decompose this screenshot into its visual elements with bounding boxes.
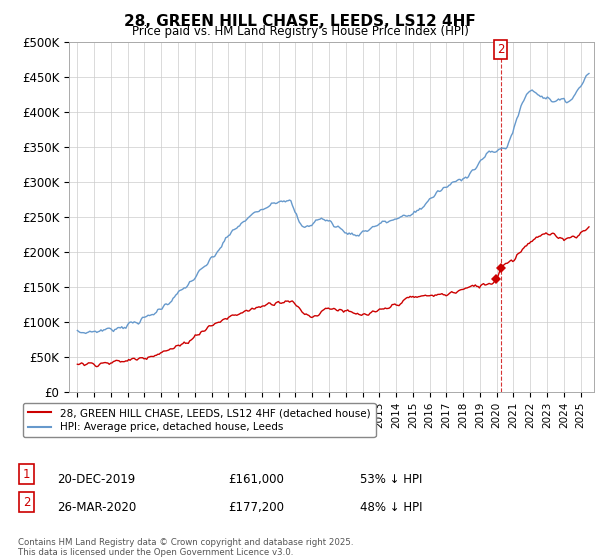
Text: 28, GREEN HILL CHASE, LEEDS, LS12 4HF: 28, GREEN HILL CHASE, LEEDS, LS12 4HF	[124, 14, 476, 29]
Text: £161,000: £161,000	[228, 473, 284, 486]
Text: 48% ↓ HPI: 48% ↓ HPI	[360, 501, 422, 514]
Text: 26-MAR-2020: 26-MAR-2020	[57, 501, 136, 514]
Text: Contains HM Land Registry data © Crown copyright and database right 2025.
This d: Contains HM Land Registry data © Crown c…	[18, 538, 353, 557]
Text: Price paid vs. HM Land Registry's House Price Index (HPI): Price paid vs. HM Land Registry's House …	[131, 25, 469, 38]
Legend: 28, GREEN HILL CHASE, LEEDS, LS12 4HF (detached house), HPI: Average price, deta: 28, GREEN HILL CHASE, LEEDS, LS12 4HF (d…	[23, 403, 376, 437]
Text: 1: 1	[23, 468, 30, 481]
Text: 2: 2	[497, 44, 505, 57]
Text: 53% ↓ HPI: 53% ↓ HPI	[360, 473, 422, 486]
Text: £177,200: £177,200	[228, 501, 284, 514]
Text: 20-DEC-2019: 20-DEC-2019	[57, 473, 135, 486]
Text: 2: 2	[23, 496, 30, 509]
